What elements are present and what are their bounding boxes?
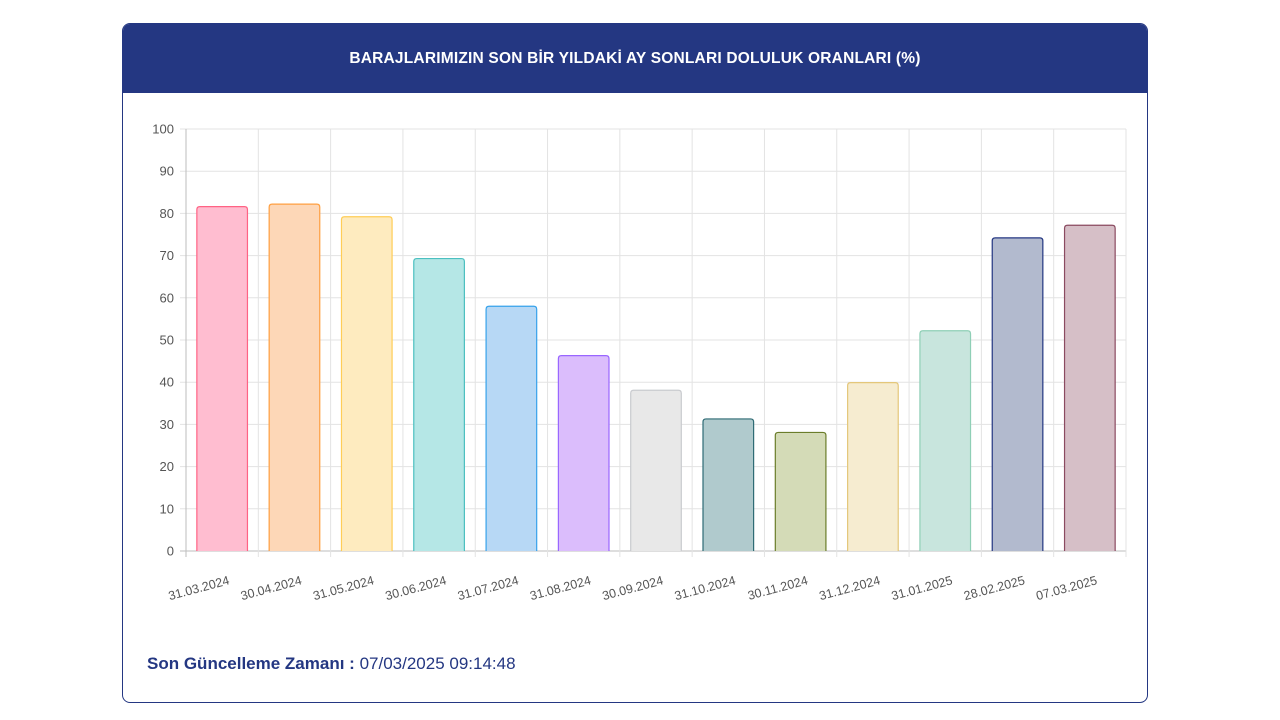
bar xyxy=(413,257,465,551)
x-tick-label: 31.10.2024 xyxy=(673,573,737,603)
x-tick-label: 31.03.2024 xyxy=(167,573,231,603)
chart-title: BARAJLARIMIZIN SON BİR YILDAKİ AY SONLAR… xyxy=(349,49,921,67)
bar xyxy=(1063,224,1116,551)
y-tick-label: 50 xyxy=(160,333,174,348)
chart-card: BARAJLARIMIZIN SON BİR YILDAKİ AY SONLAR… xyxy=(122,23,1148,703)
y-tick-label: 60 xyxy=(160,290,174,305)
chart-header: BARAJLARIMIZIN SON BİR YILDAKİ AY SONLAR… xyxy=(123,24,1147,93)
bar xyxy=(991,237,1044,551)
x-tick-label: 07.03.2025 xyxy=(1035,573,1099,603)
x-tick-label: 31.05.2024 xyxy=(311,573,375,603)
bar xyxy=(557,355,610,551)
y-tick-label: 0 xyxy=(167,544,174,559)
bar xyxy=(702,418,755,551)
y-tick-label: 40 xyxy=(160,375,174,390)
x-tick-label: 30.09.2024 xyxy=(601,573,665,603)
y-tick-label: 70 xyxy=(160,248,174,263)
y-tick-label: 20 xyxy=(160,459,174,474)
chart-area: 0 10 20 30 40 50 60 70 80 90 100 31.03.2024 30.04.20… xyxy=(123,93,1147,633)
x-tick-label: 30.06.2024 xyxy=(384,573,448,603)
x-tick-label: 31.12.2024 xyxy=(818,573,882,603)
y-tick-label: 30 xyxy=(160,417,174,432)
last-update-value: 07/03/2025 09:14:48 xyxy=(359,654,516,673)
x-tick-label: 30.04.2024 xyxy=(239,573,303,603)
bar xyxy=(919,330,972,551)
y-tick-label: 90 xyxy=(160,164,174,179)
x-tick-label: 31.07.2024 xyxy=(456,573,520,603)
bar xyxy=(196,206,249,551)
bar xyxy=(268,203,321,551)
bar xyxy=(847,382,899,551)
y-tick-label: 80 xyxy=(160,206,174,221)
bar xyxy=(774,431,827,551)
x-tick-label: 31.01.2025 xyxy=(890,573,954,603)
y-tick-label: 10 xyxy=(160,501,174,516)
bar xyxy=(485,305,538,551)
x-tick-label: 28.02.2025 xyxy=(962,573,1026,603)
last-update-label: Son Güncelleme Zamanı : xyxy=(147,654,355,673)
bar xyxy=(340,216,393,551)
bar-chart: 0 10 20 30 40 50 60 70 80 90 100 31.03.2024 30.04.20… xyxy=(152,122,1127,603)
y-tick-label: 100 xyxy=(152,122,174,137)
bar xyxy=(630,389,682,551)
x-tick-label: 30.11.2024 xyxy=(746,573,809,602)
x-tick-label: 31.08.2024 xyxy=(528,573,592,603)
last-update: Son Güncelleme Zamanı : 07/03/2025 09:14… xyxy=(147,654,516,674)
